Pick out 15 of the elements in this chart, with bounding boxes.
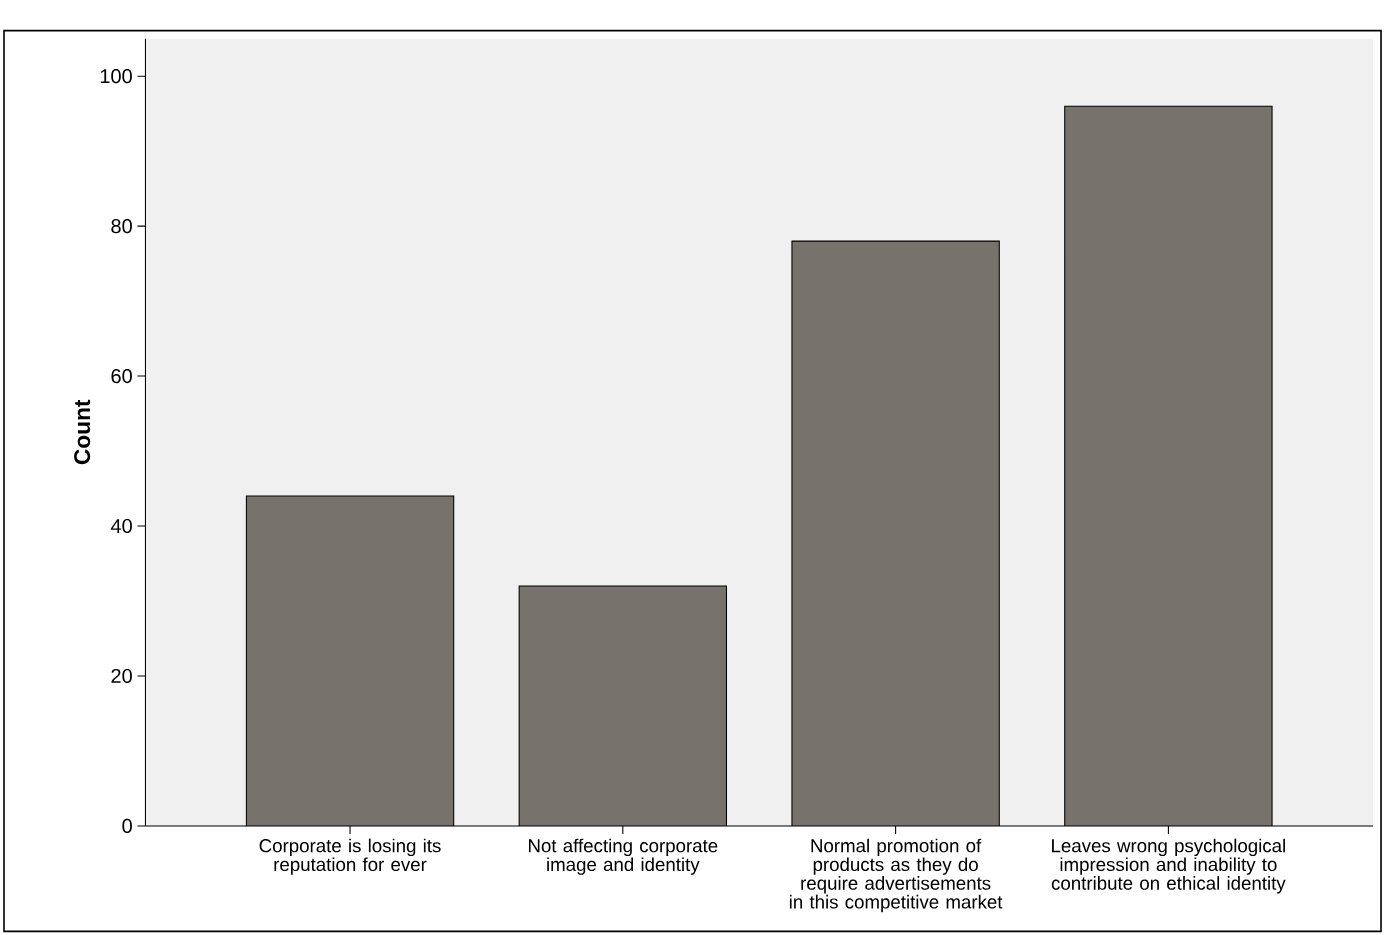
bar bbox=[791, 240, 1000, 826]
x-tick-label: Corporate is losing its reputation for ever bbox=[259, 838, 441, 875]
y-tick-label: 0 bbox=[122, 818, 132, 833]
y-tick-label: 80 bbox=[111, 218, 132, 234]
y-tick-label: 100 bbox=[100, 68, 132, 84]
x-tick-label: Not affecting corporate image and identity bbox=[529, 838, 718, 875]
x-tick-label: Normal promotion of products as they do require advertisements in this competitive market bbox=[789, 838, 1003, 913]
y-tick-label: 60 bbox=[111, 368, 132, 383]
x-tick-label: Leaves wrong psychological impression and inability to contribute on ethical identity bbox=[1051, 838, 1286, 894]
bar bbox=[1064, 105, 1273, 826]
y-tick-label: 20 bbox=[111, 668, 132, 683]
y-tick-label: 40 bbox=[110, 518, 132, 533]
bar bbox=[246, 495, 454, 826]
y-axis-title: Count bbox=[74, 399, 91, 464]
bar bbox=[519, 585, 727, 826]
